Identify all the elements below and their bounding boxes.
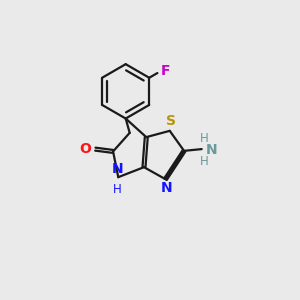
Text: H: H: [200, 132, 208, 145]
Text: N: N: [206, 143, 217, 157]
Text: S: S: [166, 114, 176, 128]
Text: N: N: [161, 181, 172, 195]
Text: H: H: [113, 184, 122, 196]
Text: H: H: [200, 155, 208, 168]
Text: N: N: [112, 162, 124, 176]
Text: O: O: [79, 142, 91, 156]
Text: F: F: [160, 64, 170, 79]
